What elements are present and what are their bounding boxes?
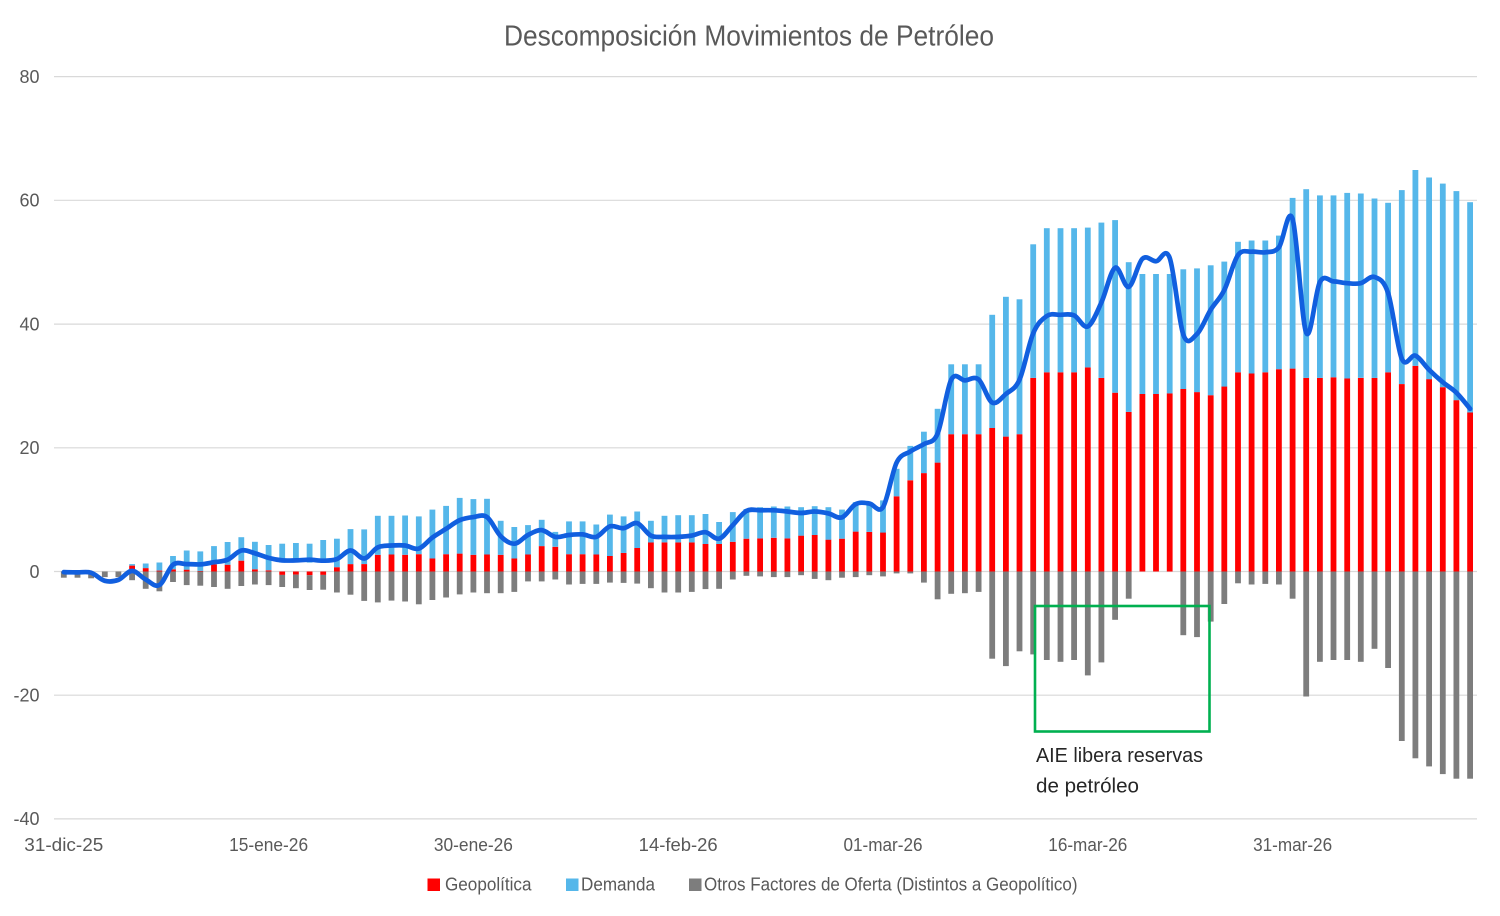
svg-text:14-feb-26: 14-feb-26 — [639, 835, 718, 855]
svg-text:-20: -20 — [13, 686, 39, 706]
svg-text:16-mar-26: 16-mar-26 — [1048, 835, 1127, 855]
svg-text:15-ene-26: 15-ene-26 — [229, 835, 308, 855]
svg-text:Demanda: Demanda — [581, 875, 656, 895]
svg-text:31-mar-26: 31-mar-26 — [1253, 835, 1332, 855]
svg-text:40: 40 — [19, 314, 39, 334]
svg-text:Descomposición Movimientos de: Descomposición Movimientos de Petróleo — [504, 21, 994, 53]
svg-text:31-dic-25: 31-dic-25 — [24, 835, 103, 855]
svg-text:-40: -40 — [13, 809, 39, 829]
svg-text:80: 80 — [19, 67, 39, 87]
svg-text:60: 60 — [19, 191, 39, 211]
svg-text:de petróleo: de petróleo — [1036, 776, 1139, 798]
svg-text:Otros Factores de Oferta (Dist: Otros Factores de Oferta (Distintos a Ge… — [704, 875, 1078, 895]
svg-text:Geopolítica: Geopolítica — [445, 875, 532, 895]
svg-text:20: 20 — [19, 438, 39, 458]
svg-text:0: 0 — [29, 562, 39, 582]
svg-text:AIE libera reservas: AIE libera reservas — [1036, 745, 1203, 767]
svg-text:01-mar-26: 01-mar-26 — [844, 835, 923, 855]
svg-text:30-ene-26: 30-ene-26 — [434, 835, 513, 855]
